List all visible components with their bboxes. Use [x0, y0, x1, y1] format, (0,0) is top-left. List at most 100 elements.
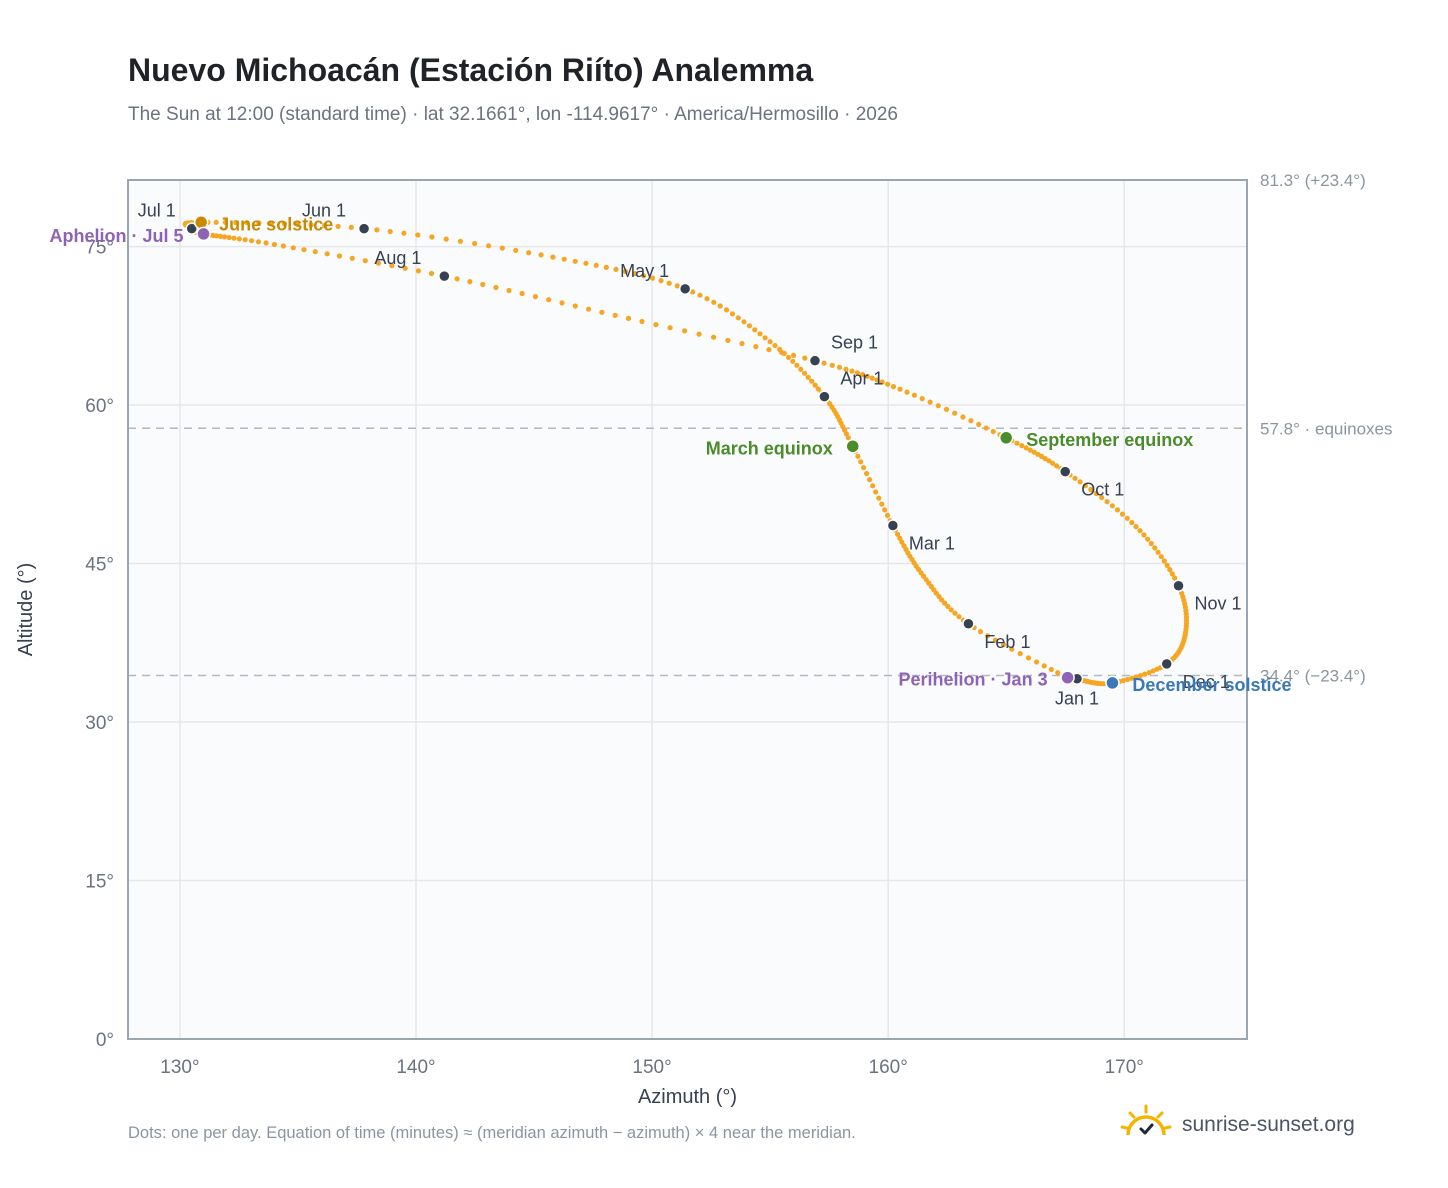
reference-line-label: 34.4° (−23.4°)	[1260, 667, 1366, 686]
daily-dot	[1164, 562, 1170, 569]
y-tick-label: 75°	[85, 238, 114, 259]
daily-dot	[869, 375, 875, 381]
daily-dot	[798, 366, 804, 372]
daily-dot	[472, 240, 478, 247]
daily-dot	[968, 418, 974, 424]
daily-dot	[1088, 486, 1094, 493]
daily-dot	[280, 243, 286, 249]
daily-dot	[290, 245, 296, 251]
daily-dot	[486, 243, 492, 249]
daily-dot	[1048, 666, 1054, 673]
daily-dot	[301, 247, 307, 253]
daily-dot	[1019, 443, 1025, 449]
month-label: Jul 1	[138, 201, 176, 221]
daily-dot	[876, 495, 882, 501]
daily-dot	[295, 221, 301, 227]
daily-dot	[1129, 519, 1135, 526]
month-marker	[818, 390, 831, 403]
daily-dot	[603, 264, 609, 270]
event-label: Perihelion · Jan 3	[899, 670, 1048, 690]
daily-dot	[952, 610, 958, 616]
event-label: December solstice	[1132, 675, 1291, 695]
daily-dot	[704, 296, 710, 302]
daily-dot	[349, 255, 355, 261]
daily-dot	[263, 240, 269, 246]
brand-link[interactable]: sunrise-sunset.org	[1120, 1100, 1355, 1150]
daily-dot	[336, 253, 343, 259]
daily-dot	[335, 223, 341, 229]
brand-name: sunrise-sunset.org	[1182, 1113, 1355, 1136]
daily-dot	[632, 271, 638, 277]
daily-dot	[526, 250, 532, 256]
daily-dot	[882, 507, 888, 513]
daily-dot	[480, 281, 486, 288]
daily-dot	[493, 284, 499, 291]
daily-dot	[506, 287, 512, 294]
daily-dot	[454, 276, 460, 282]
daily-dot	[911, 392, 918, 398]
daily-dot	[244, 220, 250, 226]
month-marker	[1058, 465, 1072, 478]
daily-dot	[1034, 659, 1040, 665]
daily-dot	[809, 378, 815, 384]
daily-dot	[890, 384, 897, 390]
daily-dot	[1055, 670, 1061, 676]
daily-dot	[1141, 532, 1147, 538]
daily-dot	[666, 280, 672, 286]
daily-dot	[864, 373, 871, 379]
month-label: Dec 1	[1183, 672, 1230, 692]
daily-dot	[711, 299, 717, 305]
daily-dot	[401, 230, 407, 236]
month-marker	[886, 519, 900, 532]
daily-dot	[443, 236, 449, 242]
daily-dot	[1119, 511, 1126, 517]
daily-dot	[867, 477, 873, 483]
daily-dot	[641, 273, 647, 279]
daily-dot	[214, 233, 220, 239]
daily-dot	[956, 614, 962, 620]
daily-dot	[1169, 571, 1175, 577]
daily-dot	[467, 279, 473, 285]
daily-dot	[639, 318, 645, 325]
event-marker	[193, 215, 209, 230]
daily-dot	[613, 266, 619, 272]
daily-dot	[1145, 536, 1151, 542]
daily-dot	[735, 315, 741, 321]
daily-dot	[1046, 458, 1052, 464]
daily-dot	[499, 245, 505, 251]
daily-dot	[945, 603, 951, 610]
daily-dot	[586, 306, 592, 312]
daily-dot	[711, 334, 717, 340]
daily-dot	[374, 227, 380, 233]
daily-dot	[1093, 490, 1099, 497]
month-label: May 1	[620, 261, 669, 281]
daily-dot	[1023, 445, 1029, 451]
event-label: Aphelion · Jul 5	[50, 226, 184, 246]
daily-dot	[1154, 666, 1160, 672]
daily-dot	[725, 337, 731, 343]
x-axis-title: Azimuth (°)	[638, 1086, 737, 1108]
daily-dot	[348, 224, 354, 230]
daily-dot	[739, 340, 745, 347]
daily-dot	[1017, 651, 1023, 657]
daily-dot	[779, 349, 785, 356]
daily-dot	[1129, 675, 1135, 681]
daily-dot	[983, 425, 989, 431]
daily-dot	[960, 414, 966, 420]
daily-dot	[1099, 494, 1105, 501]
month-marker	[357, 222, 371, 235]
daily-dot	[667, 325, 673, 331]
daily-dot	[387, 228, 393, 235]
chart-subtitle: The Sun at 12:00 (standard time) · lat 3…	[128, 104, 898, 125]
daily-dot	[897, 535, 903, 541]
daily-dot	[753, 344, 759, 350]
daily-dot	[885, 381, 891, 387]
daily-dot	[222, 219, 229, 225]
y-tick-label: 0°	[96, 1030, 114, 1051]
daily-dot	[612, 312, 618, 318]
daily-dot	[1072, 475, 1078, 481]
reference-line-label: 57.8° · equinoxes	[1260, 419, 1393, 438]
daily-dot	[402, 265, 408, 271]
daily-dot	[741, 319, 747, 325]
